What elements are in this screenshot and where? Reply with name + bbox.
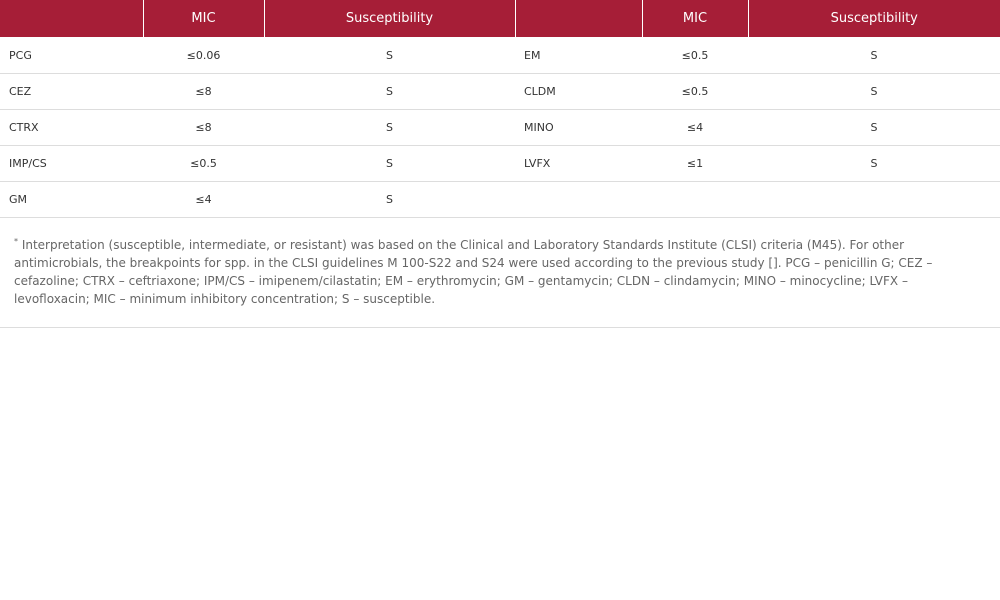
mic-cell: ≤0.5	[642, 73, 748, 110]
header-susceptibility-right: Susceptibility	[748, 0, 1000, 38]
mic-cell: ≤4	[642, 109, 748, 146]
drug-cell: MINO	[515, 109, 642, 146]
susceptibility-cell: S	[748, 37, 1000, 74]
table-footnote: * Interpretation (susceptible, intermedi…	[0, 222, 1000, 328]
susceptibility-cell: S	[264, 109, 515, 146]
table-header: MIC Susceptibility MIC Susceptibility	[0, 0, 1000, 38]
mic-cell: ≤1	[642, 145, 748, 182]
drug-cell: CEZ	[0, 73, 143, 110]
susceptibility-cell: S	[748, 145, 1000, 182]
header-susceptibility-left: Susceptibility	[264, 0, 516, 38]
footnote-text: Interpretation (susceptible, intermediat…	[14, 238, 933, 306]
table-row: GM ≤4 S	[0, 181, 1000, 218]
drug-cell: EM	[515, 37, 642, 74]
drug-cell: CTRX	[0, 109, 143, 146]
drug-cell: PCG	[0, 37, 143, 74]
susceptibility-cell: S	[264, 73, 515, 110]
header-drug-right	[515, 0, 643, 38]
header-row: MIC Susceptibility MIC Susceptibility	[0, 0, 1000, 38]
mic-cell: ≤8	[143, 109, 264, 146]
susceptibility-cell: S	[748, 109, 1000, 146]
mic-cell: ≤0.5	[143, 145, 264, 182]
table-body: PCG ≤0.06 S EM ≤0.5 S CEZ ≤8 S CLDM ≤0.5…	[0, 37, 1000, 218]
header-drug-left	[0, 0, 144, 38]
mic-cell: ≤4	[143, 181, 264, 218]
mic-table: MIC Susceptibility MIC Susceptibility PC…	[0, 0, 1000, 218]
susceptibility-cell: S	[264, 181, 515, 218]
drug-cell: CLDM	[515, 73, 642, 110]
header-mic-left: MIC	[143, 0, 265, 38]
susceptibility-cell: S	[264, 37, 515, 74]
drug-cell: IMP/CS	[0, 145, 143, 182]
footnote-marker: *	[14, 237, 18, 246]
susceptibility-cell	[748, 181, 1000, 218]
mic-cell	[642, 181, 748, 218]
drug-cell: LVFX	[515, 145, 642, 182]
mic-cell: ≤0.5	[642, 37, 748, 74]
susceptibility-cell: S	[748, 73, 1000, 110]
header-mic-right: MIC	[642, 0, 749, 38]
table-row: CEZ ≤8 S CLDM ≤0.5 S	[0, 73, 1000, 110]
susceptibility-cell: S	[264, 145, 515, 182]
drug-cell	[515, 181, 642, 218]
mic-cell: ≤0.06	[143, 37, 264, 74]
table-row: PCG ≤0.06 S EM ≤0.5 S	[0, 37, 1000, 74]
table-row: IMP/CS ≤0.5 S LVFX ≤1 S	[0, 145, 1000, 182]
mic-cell: ≤8	[143, 73, 264, 110]
drug-cell: GM	[0, 181, 143, 218]
table-row: CTRX ≤8 S MINO ≤4 S	[0, 109, 1000, 146]
